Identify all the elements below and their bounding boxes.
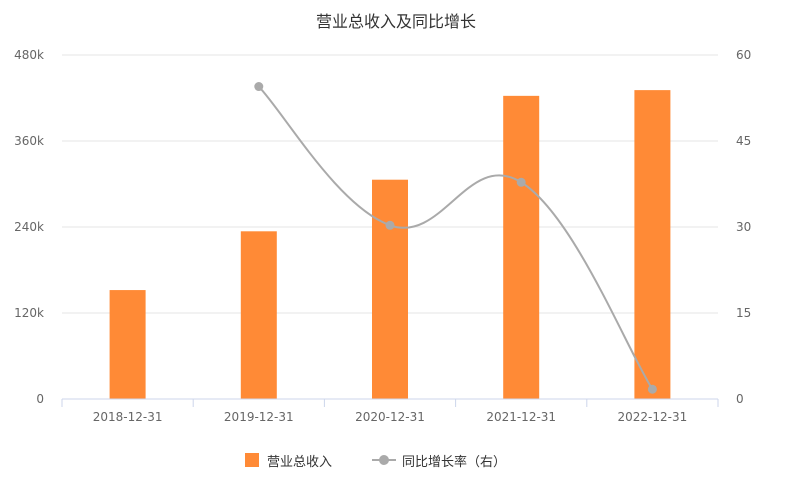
right-tick-label: 60 bbox=[736, 48, 751, 62]
line-point bbox=[385, 220, 395, 230]
bar bbox=[634, 90, 671, 399]
legend-label-line: 同比增长率（右） bbox=[402, 454, 507, 470]
left-axis-labels: 0 120k 240k 360k 480k bbox=[14, 48, 44, 406]
bar bbox=[240, 231, 277, 399]
right-tick-label: 15 bbox=[736, 306, 751, 320]
x-tick-label: 2022-12-31 bbox=[618, 410, 688, 424]
legend-item-line[interactable]: 同比增长率（右） bbox=[372, 450, 506, 470]
left-tick-label: 480k bbox=[14, 48, 44, 62]
x-tick-label: 2021-12-31 bbox=[486, 410, 556, 424]
x-tick-label: 2018-12-31 bbox=[93, 410, 163, 424]
left-tick-label: 240k bbox=[14, 220, 44, 234]
line-point bbox=[254, 82, 264, 92]
line-point bbox=[647, 384, 657, 394]
x-tick-label: 2019-12-31 bbox=[224, 410, 294, 424]
right-tick-label: 45 bbox=[736, 134, 751, 148]
growth-line bbox=[258, 85, 654, 390]
right-tick-label: 0 bbox=[736, 392, 744, 406]
bar bbox=[372, 179, 408, 399]
bar-series bbox=[109, 90, 671, 399]
legend-item-bar[interactable]: 营业总收入 bbox=[245, 450, 332, 470]
left-tick-label: 120k bbox=[14, 306, 44, 320]
right-axis-labels: 0 15 30 45 60 bbox=[736, 48, 751, 406]
x-axis: 2018-12-31 2019-12-31 2020-12-31 2021-12-31… bbox=[61, 398, 719, 424]
x-tick-label: 2020-12-31 bbox=[355, 410, 425, 424]
line-point bbox=[516, 177, 526, 187]
chart-title: 营业总收入及同比增长 bbox=[315, 12, 476, 31]
right-tick-label: 30 bbox=[736, 220, 751, 234]
legend-label-bar: 营业总收入 bbox=[267, 454, 333, 470]
bar bbox=[503, 95, 540, 399]
line-series bbox=[254, 82, 657, 394]
left-tick-label: 0 bbox=[36, 392, 44, 406]
left-tick-label: 360k bbox=[14, 134, 44, 148]
bar bbox=[109, 290, 146, 399]
bar-swatch-icon bbox=[245, 453, 259, 467]
line-marker-icon bbox=[372, 453, 396, 467]
legend: 营业总收入 同比增长率（右） bbox=[0, 450, 792, 470]
